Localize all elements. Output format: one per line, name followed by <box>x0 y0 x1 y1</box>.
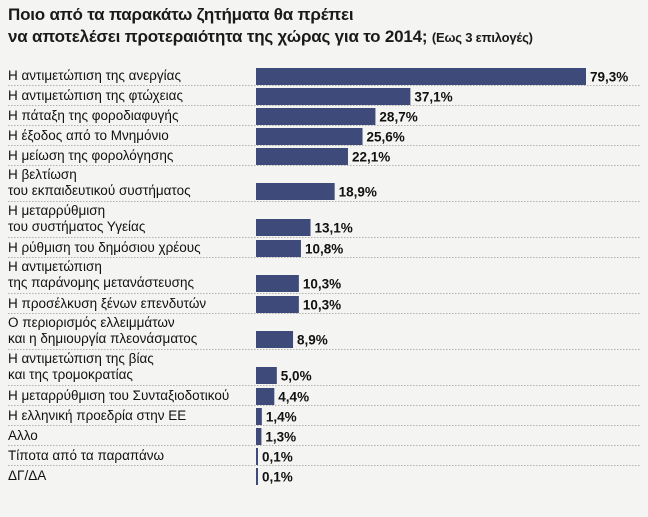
data-label: 37,1% <box>414 90 452 105</box>
bar <box>256 331 294 348</box>
chart-subtitle: (Εως 3 επιλογές) <box>431 30 533 45</box>
chart-title-line-2-text: να αποτελέσει προτεραιότητα της χώρας γι… <box>8 27 428 46</box>
category-label: και η δημιουργία πλεονάσματος <box>8 331 198 346</box>
data-label: 25,6% <box>367 130 405 145</box>
chart-row: Τίποτα από τα παραπάνω 0,1% <box>8 448 640 466</box>
category-label: Η μεταρρύθμιση <box>8 203 105 218</box>
bar <box>256 240 301 257</box>
bar <box>256 219 311 236</box>
chart-row: ΔΓ/ΔΑ 0,1% <box>8 468 293 485</box>
chart-row: Η έξοδος από το Μνημόνιο 25,6% <box>8 128 640 146</box>
category-label: Η ελληνική προεδρία στην ΕΕ <box>8 408 186 423</box>
data-label: 4,4% <box>278 390 309 405</box>
data-label: 5,0% <box>281 369 312 384</box>
category-label: Η πάταξη της φοροδιαφυγής <box>8 108 179 123</box>
bar <box>256 367 277 384</box>
data-label: 0,1% <box>262 450 293 465</box>
bar <box>256 408 262 425</box>
data-label: 79,3% <box>590 70 628 85</box>
category-label: του εκπαιδευτικού συστήματος <box>8 183 191 198</box>
data-label: 1,3% <box>265 430 296 445</box>
bar <box>256 183 335 200</box>
chart-row: Η αντιμετώπιση της ανεργίας 79,3% <box>8 68 640 86</box>
category-label: Η αντιμετώπιση της φτώχειας <box>8 88 183 103</box>
data-label: 10,8% <box>305 242 343 257</box>
chart-row: Η ελληνική προεδρία στην ΕΕ 1,4% <box>8 408 640 426</box>
category-label: Η μεταρρύθμιση του Συνταξιοδοτικού <box>8 388 229 403</box>
category-label: Η μείωση της φορολόγησης <box>8 148 174 163</box>
chart-row: Η πάταξη της φοροδιαφυγής 28,7% <box>8 108 640 126</box>
category-label: Η ρύθμιση του δημόσιου χρέους <box>8 240 201 255</box>
category-label: Αλλο <box>8 428 38 443</box>
chart-row: Η προσέλκυση ξένων επενδυτών 10,3% <box>8 296 640 314</box>
category-label: και της τρομοκρατίας <box>8 367 133 382</box>
data-label: 10,3% <box>303 277 341 292</box>
data-label: 0,1% <box>262 470 293 485</box>
category-label: Η έξοδος από το Μνημόνιο <box>8 128 169 143</box>
category-label: Η προσέλκυση ξένων επενδυτών <box>8 296 206 311</box>
chart-row: Η μείωση της φορολόγησης 22,1% <box>8 148 640 166</box>
data-label: 22,1% <box>352 150 390 165</box>
bar <box>256 88 411 105</box>
category-label: ΔΓ/ΔΑ <box>8 468 46 483</box>
bar <box>256 448 258 465</box>
data-label: 28,7% <box>379 110 417 125</box>
bar <box>256 128 363 145</box>
chart-title-line-1: Ποιο από τα παρακάτω ζητήματα θα πρέπει <box>8 5 354 24</box>
bar <box>256 148 348 165</box>
bar <box>256 68 586 85</box>
category-label: Τίποτα από τα παραπάνω <box>8 448 164 463</box>
chart-row: Αλλο 1,3% <box>8 428 640 446</box>
chart-title-block: Ποιο από τα παρακάτω ζητήματα θα πρέπει … <box>8 4 638 49</box>
data-label: 10,3% <box>303 298 341 313</box>
category-label: του συστήματος Υγείας <box>8 219 146 234</box>
bar <box>256 108 376 125</box>
data-label: 13,1% <box>315 221 353 236</box>
data-label: 8,9% <box>297 333 328 348</box>
category-label: της παράνομης μετανάστευσης <box>8 275 195 290</box>
category-label: Η αντιμετώπιση της ανεργίας <box>8 68 181 83</box>
bar <box>256 428 262 445</box>
bar <box>256 388 275 405</box>
bar <box>256 275 299 292</box>
bar <box>256 468 258 485</box>
category-label: Η αντιμετώπιση <box>8 259 102 274</box>
category-label: Η αντιμετώπιση της βίας <box>8 351 154 366</box>
data-label: 18,9% <box>339 185 377 200</box>
category-label: Ο περιορισμός ελλειμμάτων <box>8 315 175 330</box>
chart-row: Η αντιμετώπιση της φτώχειας 37,1% <box>8 88 640 106</box>
bar <box>256 296 299 313</box>
chart-row: Η μεταρρύθμιση του Συνταξιοδοτικού 4,4% <box>8 388 640 406</box>
category-label: Η βελτίωση <box>8 167 77 182</box>
chart-title-line-2: να αποτελέσει προτεραιότητα της χώρας γι… <box>8 26 638 49</box>
chart-row: Η ρύθμιση του δημόσιου χρέους 10,8% <box>8 240 640 258</box>
data-label: 1,4% <box>266 410 297 425</box>
